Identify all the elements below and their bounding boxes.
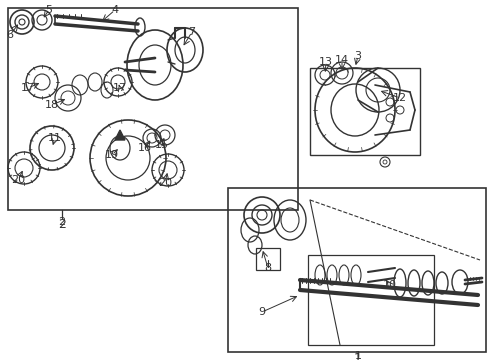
Text: 5: 5 bbox=[46, 5, 52, 15]
Text: 11: 11 bbox=[48, 133, 62, 143]
Text: 17: 17 bbox=[113, 83, 127, 93]
Text: 4: 4 bbox=[111, 5, 119, 15]
Bar bbox=[310, 68, 420, 155]
Text: 3: 3 bbox=[354, 51, 362, 61]
Text: 6: 6 bbox=[6, 30, 14, 40]
Text: 2: 2 bbox=[58, 217, 66, 230]
Bar bbox=[228, 188, 486, 352]
Text: 8: 8 bbox=[265, 263, 271, 273]
Text: 12: 12 bbox=[393, 93, 407, 103]
Text: 2: 2 bbox=[58, 217, 66, 227]
Text: 10: 10 bbox=[383, 280, 397, 290]
Bar bbox=[8, 8, 298, 210]
Text: 16: 16 bbox=[138, 143, 152, 153]
Bar bbox=[256, 248, 280, 270]
Text: 18: 18 bbox=[45, 100, 59, 110]
Text: 1: 1 bbox=[354, 352, 362, 360]
Text: 20: 20 bbox=[11, 175, 25, 185]
Text: 13: 13 bbox=[319, 57, 333, 67]
Polygon shape bbox=[115, 130, 125, 140]
Text: 14: 14 bbox=[335, 55, 349, 65]
Bar bbox=[308, 255, 434, 345]
Text: 9: 9 bbox=[258, 307, 266, 317]
Text: 7: 7 bbox=[189, 27, 196, 37]
Text: 1: 1 bbox=[354, 351, 362, 360]
Text: 15: 15 bbox=[155, 140, 169, 150]
Text: 19: 19 bbox=[105, 150, 119, 160]
Text: 17: 17 bbox=[21, 83, 35, 93]
Text: 20: 20 bbox=[158, 178, 172, 188]
